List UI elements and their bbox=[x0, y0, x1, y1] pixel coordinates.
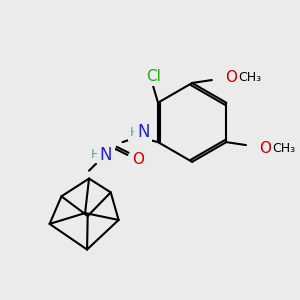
Text: O: O bbox=[259, 140, 271, 155]
Text: O: O bbox=[132, 152, 144, 167]
Text: CH₃: CH₃ bbox=[273, 142, 296, 154]
Text: CH₃: CH₃ bbox=[238, 70, 262, 84]
Text: H: H bbox=[130, 126, 139, 139]
Text: O: O bbox=[225, 70, 237, 85]
Text: N: N bbox=[137, 123, 149, 141]
Text: H: H bbox=[91, 148, 101, 161]
Text: N: N bbox=[100, 146, 112, 164]
Text: Cl: Cl bbox=[146, 69, 160, 84]
